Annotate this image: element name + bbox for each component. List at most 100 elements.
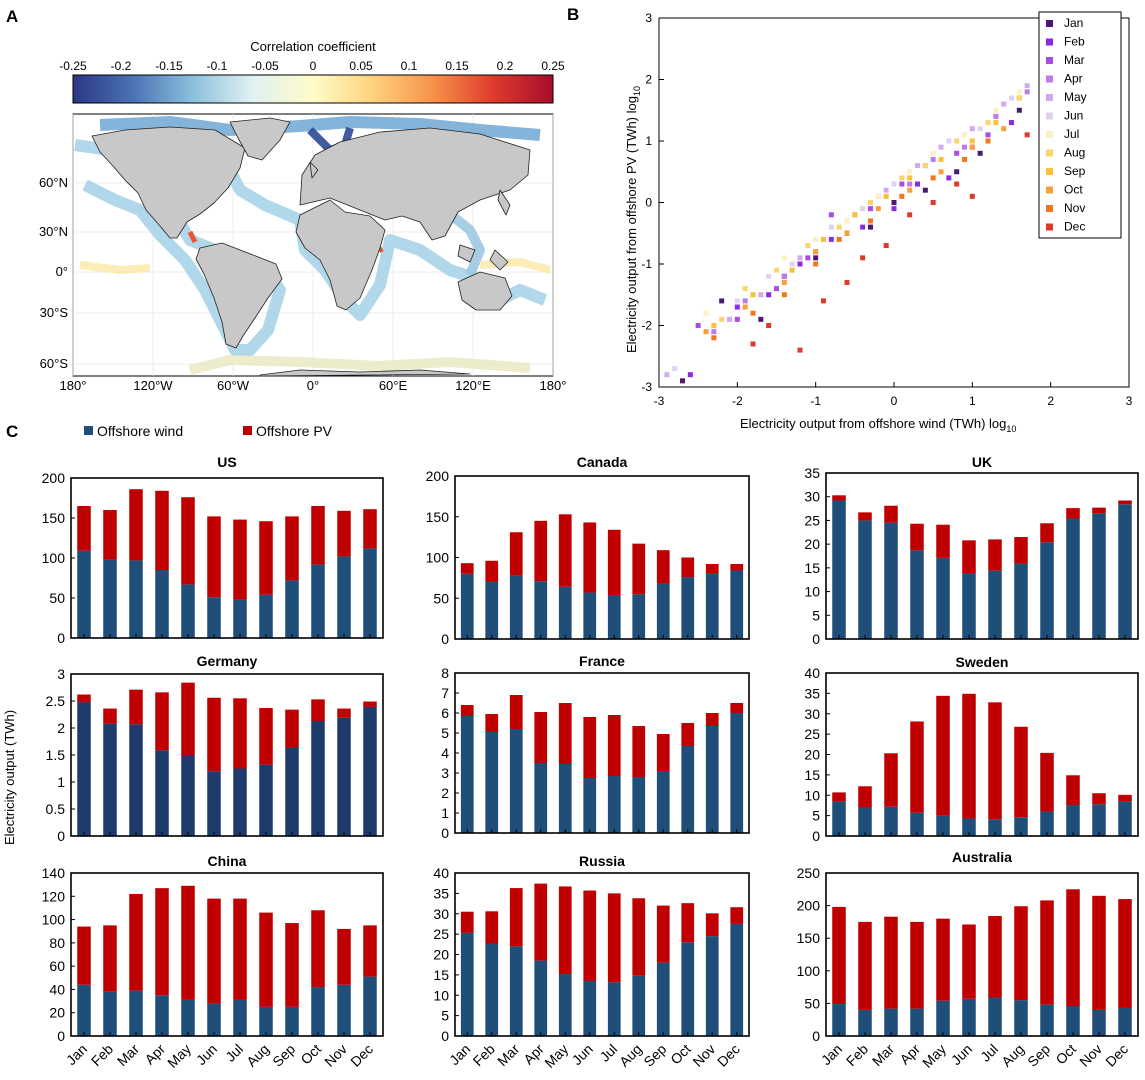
bar-pv [936, 695, 950, 816]
scatter-point-aug [805, 243, 811, 249]
bar-wind [77, 984, 91, 1036]
scatter-point-may [969, 126, 975, 132]
scatter-point-may [727, 316, 732, 322]
bar-x-tick-label: May [541, 1041, 571, 1071]
bar-x-tick-label: Nov [1076, 1041, 1105, 1070]
bar-y-tick-label: 25 [804, 512, 820, 528]
bar-pv [1066, 889, 1080, 1007]
scatter-x-label-main: Electricity output from offshore wind (T… [740, 416, 1006, 431]
scatter-x-tick-label: -3 [654, 394, 665, 408]
bar-y-tick-label: 50 [49, 590, 65, 606]
bar-y-tick-label: 5 [812, 607, 820, 623]
scatter-legend-box [1038, 11, 1122, 239]
bar-wind [1014, 563, 1028, 639]
bar-y-tick-label: 100 [797, 963, 821, 979]
scatter-legend-label: Dec [1064, 220, 1085, 234]
bar-wind [656, 583, 670, 639]
scatter-point-mar [805, 255, 811, 261]
bar-y-tick-label: 20 [804, 747, 820, 763]
bar-wind [1040, 542, 1054, 639]
scatter-y-label-sub: 10 [632, 86, 642, 96]
bar-y-tick-label: 0 [812, 631, 820, 647]
bar-wind [485, 732, 499, 833]
bar-wind [1066, 1006, 1080, 1036]
bar-pv [730, 564, 744, 571]
map-lon-label: 120°E [455, 378, 491, 393]
bar-pv [910, 721, 924, 813]
bar-pv [656, 734, 670, 771]
bar-wind [77, 550, 91, 638]
scatter-legend-label: Apr [1064, 72, 1083, 86]
bar-y-tick-label: 40 [433, 865, 449, 881]
bar-pv [1040, 752, 1054, 812]
bar-pv [936, 524, 950, 558]
bar-chart-us: US 0 50 100 150 200 [42, 454, 384, 646]
bar-x-tick-label: Jan [818, 1041, 845, 1068]
scatter-point-nov [836, 236, 842, 242]
scatter-legend-label: Jul [1064, 127, 1079, 141]
scatter-point-oct [742, 304, 748, 310]
bar-wind [534, 763, 548, 833]
bar-y-tick-label: 140 [42, 865, 66, 881]
bar-pv [832, 792, 846, 802]
scatter-point-nov [985, 138, 991, 144]
bar-pv [207, 697, 221, 772]
bar-frame [454, 475, 750, 640]
scatter-point-jun [977, 126, 983, 132]
bar-y-tick-label: 0 [57, 828, 65, 844]
scatter-point-jul [844, 218, 850, 224]
bar-frame [70, 477, 384, 639]
scatter-point-apr [1024, 89, 1030, 95]
bar-pv [962, 924, 976, 999]
bar-x-tick-label: Dec [347, 1041, 376, 1070]
scatter-point-mar [899, 181, 905, 187]
bar-wind [730, 713, 744, 833]
bar-y-tick-label: 1.5 [46, 747, 66, 763]
scatter-point-jan [1016, 107, 1022, 113]
bar-pv [607, 529, 621, 595]
bar-pv [1092, 793, 1106, 805]
bar-pv [363, 925, 377, 977]
scatter-point-jul [1016, 89, 1022, 95]
bar-y-tick-label: 10 [804, 787, 820, 803]
scatter-point-nov [899, 193, 905, 199]
bar-wind [311, 987, 325, 1036]
bar-y-tick-label: 1 [57, 774, 65, 790]
bar-wind [509, 729, 523, 833]
scatter-point-jan [977, 150, 983, 156]
scatter-point-jun [734, 298, 740, 304]
bar-wind [832, 1004, 846, 1036]
bar-wind [730, 570, 744, 639]
bar-x-tick-label: Feb [843, 1041, 872, 1070]
scatter-point-jul [703, 310, 709, 316]
scatter-point-oct [875, 206, 881, 212]
bar-frame [70, 872, 384, 1037]
scatter-point-mar [695, 323, 701, 328]
bar-wind [485, 581, 499, 639]
colorbar-tick-label: 0.05 [349, 59, 373, 73]
bar-wind [632, 975, 646, 1036]
bar-pv [858, 512, 872, 521]
bar-wind [583, 778, 597, 833]
bar-wind [155, 570, 169, 638]
scatter-legend: Jan Feb Mar Apr May Jun Jul Aug Sep Oct Nov Dec [1038, 11, 1122, 239]
bar-wind [730, 923, 744, 1036]
scatter-y-tick-label: 2 [645, 73, 652, 87]
scatter-point-dec [797, 347, 803, 353]
bar-chart-title: Australia [952, 849, 1012, 865]
bar-pv [460, 911, 474, 933]
bar-y-tick-label: 200 [797, 898, 821, 914]
scatter-point-apr [907, 181, 913, 187]
bar-wind [207, 597, 221, 638]
bar-pv [681, 557, 695, 578]
bar-pv [77, 926, 91, 985]
scatter-point-oct [844, 230, 850, 236]
bar-y-tick-label: 35 [804, 465, 820, 481]
bar-wind [460, 932, 474, 1036]
bar-wind [632, 594, 646, 639]
bar-x-tick-label: May [919, 1041, 949, 1071]
scatter-legend-label: Aug [1064, 146, 1085, 160]
bar-pv [509, 695, 523, 729]
bar-y-tick-label: 0.5 [46, 801, 66, 817]
scatter-point-sep [907, 175, 913, 181]
